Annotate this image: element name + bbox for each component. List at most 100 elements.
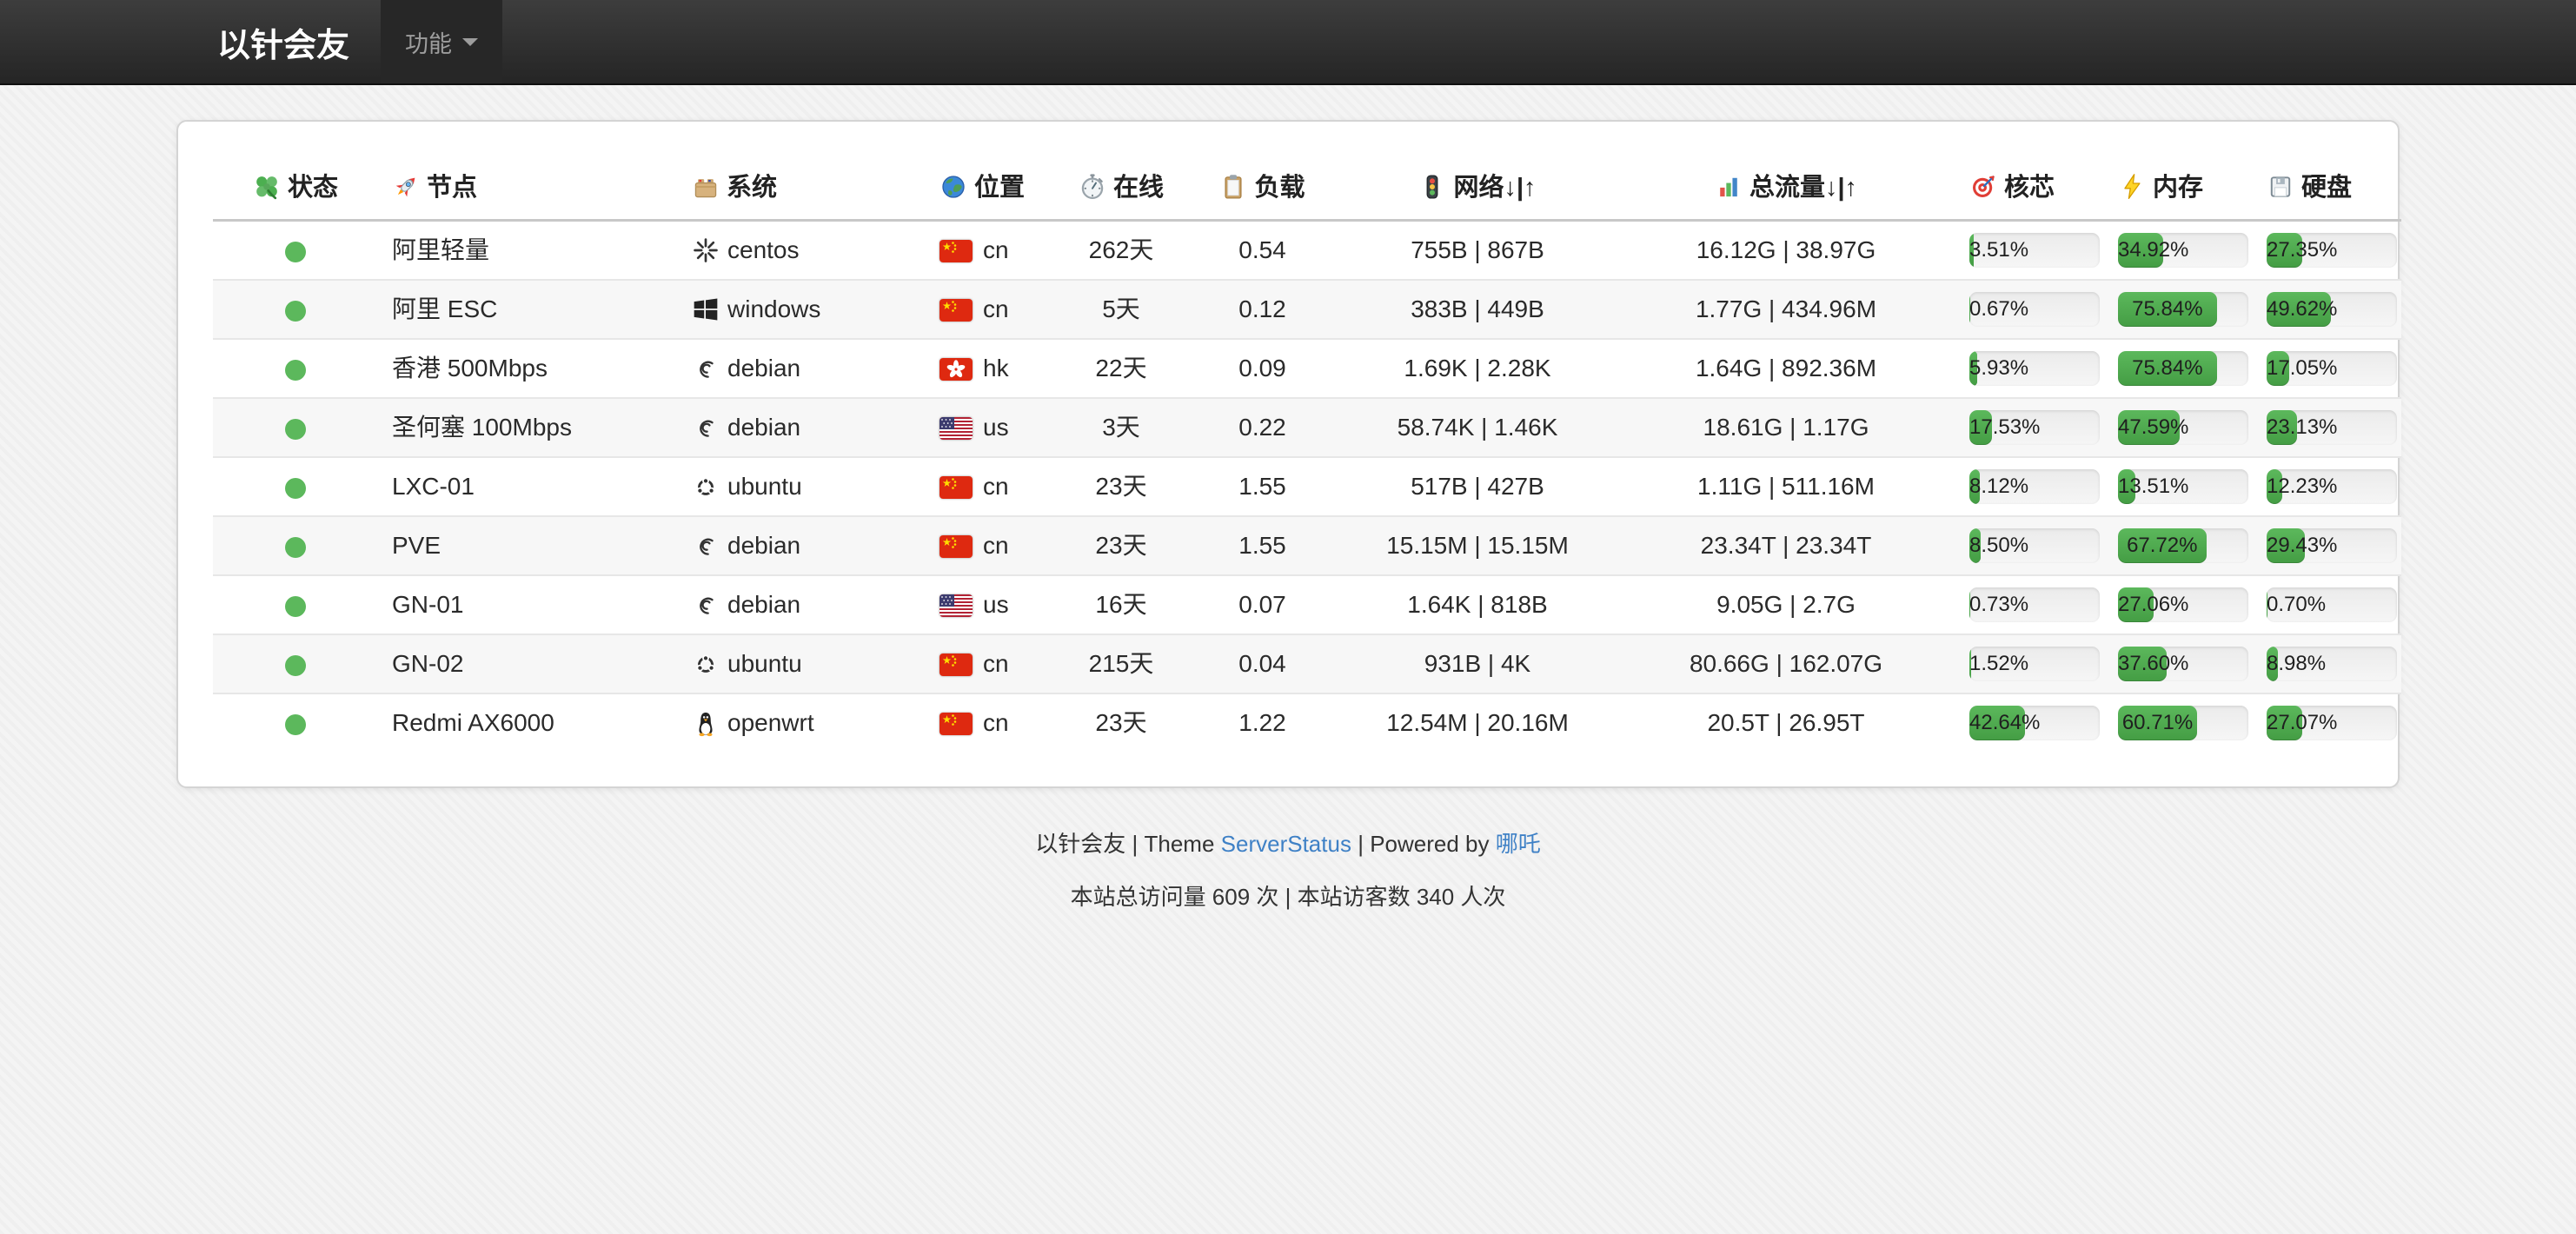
country-code: cn	[983, 236, 1009, 263]
country-code: cn	[983, 532, 1009, 559]
memory-cell: 67.72%	[2104, 515, 2253, 575]
server-row[interactable]: LXC-01 ubuntu cn 23天 1.55 517B | 427B 1.11G | …	[213, 456, 2401, 516]
memory-progressbar: 13.51%	[2118, 469, 2248, 504]
status-cell	[213, 397, 378, 457]
status-cell	[213, 515, 378, 575]
bar-chart-icon	[1715, 173, 1743, 201]
node-name-cell: GN-02	[378, 634, 678, 693]
network-cell: 383B | 449B	[1338, 279, 1617, 339]
memory-progressbar: 27.06%	[2118, 587, 2248, 622]
system-cell: debian	[678, 397, 926, 457]
online-status-dot	[285, 241, 306, 262]
progressbar-label: 49.62%	[2267, 297, 2338, 321]
os-name: openwrt	[727, 709, 814, 736]
traffic-light-icon	[1418, 173, 1446, 201]
disk-cell: 23.13%	[2253, 397, 2401, 457]
cpu-progressbar: 3.51%	[1969, 233, 2100, 268]
disk-cell: 27.35%	[2253, 221, 2401, 281]
traffic-cell: 16.12G | 38.97G	[1696, 236, 1876, 263]
country-code: us	[983, 591, 1009, 618]
server-row[interactable]: 香港 500Mbps debian hk 22天 0.09 1.69K | 2.28K 1.…	[213, 338, 2401, 398]
server-row[interactable]: Redmi AX6000 openwrt cn 23天 1.22 12.54M | 20.…	[213, 693, 2401, 752]
server-row[interactable]: PVE debian cn 23天 1.55 15.15M | 15.15M 23.34T …	[213, 515, 2401, 575]
memory-cell: 60.71%	[2104, 693, 2253, 752]
col-header-status: 状态	[213, 158, 378, 222]
cpu-cell: 0.67%	[1955, 279, 2104, 339]
col-header-label: 系统	[727, 174, 778, 202]
progressbar-label: 75.84%	[2132, 356, 2203, 380]
globe-icon	[939, 173, 967, 201]
progressbar-label: 23.13%	[2267, 415, 2338, 439]
col-header-memory: 内存	[2104, 158, 2253, 222]
disk-cell: 27.07%	[2253, 693, 2401, 752]
col-header-label: 位置	[974, 174, 1026, 202]
location-cell: cn	[926, 456, 1056, 516]
progressbar-label: 0.73%	[1969, 593, 2029, 616]
progressbar-fill	[2118, 647, 2168, 681]
col-header-label: 硬盘	[2301, 174, 2353, 202]
server-status-card: 状态 节点 系统 位置 在线 负载 网络↓|↑ 总流量↓|↑ 核芯 内存 硬盘 阿里轻量 centos…	[176, 120, 2401, 788]
debian-icon	[692, 591, 720, 619]
cpu-cell: 8.50%	[1955, 515, 2104, 575]
load-cell: 0.22	[1186, 397, 1338, 457]
server-row[interactable]: GN-01 debian us 16天 0.07 1.64K | 818B 9.05G | …	[213, 574, 2401, 634]
visit-stats: 本站总访问量 609 次 | 本站访客数 340 人次	[1070, 884, 1506, 910]
progressbar-label: 34.92%	[2118, 238, 2189, 262]
load-cell: 1.22	[1186, 693, 1338, 752]
server-row[interactable]: GN-02 ubuntu cn 215天 0.04 931B | 4K 80.66G | 1…	[213, 634, 2401, 693]
uptime-cell: 262天	[1088, 236, 1154, 263]
server-row[interactable]: 圣何塞 100Mbps debian us 3天 0.22 58.74K | 1.46K 1…	[213, 397, 2401, 457]
location-cell: cn	[926, 221, 1056, 281]
progressbar-label: 17.05%	[2267, 356, 2338, 380]
progressbar-label: 8.98%	[2267, 652, 2327, 675]
disk-cell: 12.23%	[2253, 456, 2401, 516]
progressbar-fill	[2118, 469, 2136, 504]
footer-theme-prefix: Theme	[1144, 831, 1215, 857]
memory-progressbar: 47.59%	[2118, 410, 2248, 445]
progressbar-fill	[2118, 410, 2181, 445]
top-navbar: 以针会友 功能	[0, 0, 2576, 85]
memory-progressbar: 75.84%	[2118, 351, 2248, 386]
theme-link[interactable]: ServerStatus	[1220, 831, 1351, 857]
status-cell	[213, 634, 378, 693]
node-name-cell: GN-01	[378, 574, 678, 634]
progressbar-fill	[1969, 706, 2025, 740]
progressbar-label: 37.60%	[2118, 652, 2189, 675]
brand-title[interactable]: 以针会友	[217, 27, 350, 64]
cpu-cell: 5.93%	[1955, 338, 2104, 398]
progressbar-fill	[2267, 706, 2302, 740]
load-cell: 1.55	[1186, 456, 1338, 516]
disk-cell: 49.62%	[2253, 279, 2401, 339]
system-cell: windows	[678, 279, 926, 339]
progressbar-label: 75.84%	[2132, 297, 2203, 321]
cpu-cell: 1.52%	[1955, 634, 2104, 693]
cpu-cell: 3.51%	[1955, 221, 2104, 281]
powered-by-link[interactable]: 哪吒	[1495, 831, 1541, 857]
cn-flag-icon	[939, 240, 973, 262]
node-name-cell: LXC-01	[378, 456, 678, 516]
clover-icon	[253, 173, 281, 201]
server-row[interactable]: 阿里 ESC windows cn 5天 0.12 383B | 449B 1.77G | …	[213, 279, 2401, 339]
cpu-progressbar: 5.93%	[1969, 351, 2100, 386]
menu-dropdown[interactable]: 功能	[381, 0, 503, 83]
ubuntu-icon	[692, 473, 720, 501]
progressbar-fill	[1969, 647, 1972, 681]
system-cell: debian	[678, 574, 926, 634]
progressbar-fill	[2118, 587, 2154, 622]
cpu-progressbar: 8.12%	[1969, 469, 2100, 504]
footer-credits: 以针会友 | Theme ServerStatus | Powered by 哪…	[1035, 831, 1541, 857]
debian-icon	[692, 355, 720, 382]
progressbar-fill	[1969, 351, 1977, 386]
progressbar-label: 5.93%	[1969, 356, 2029, 380]
server-row[interactable]: 阿里轻量 centos cn 262天 0.54 755B | 867B 16.12G | …	[213, 221, 2401, 281]
network-cell: 1.64K | 818B	[1338, 574, 1617, 634]
caret-down-icon	[462, 37, 479, 46]
col-header-label: 核芯	[2004, 174, 2055, 202]
location-cell: cn	[926, 279, 1056, 339]
cpu-progressbar: 1.52%	[1969, 647, 2100, 681]
traffic-cell: 80.66G | 162.07G	[1617, 634, 1955, 693]
progressbar-label: 12.23%	[2267, 474, 2338, 498]
cn-flag-icon	[939, 653, 973, 676]
network-cell: 1.69K | 2.28K	[1338, 338, 1617, 398]
footer-powered-prefix: Powered by	[1370, 831, 1490, 857]
